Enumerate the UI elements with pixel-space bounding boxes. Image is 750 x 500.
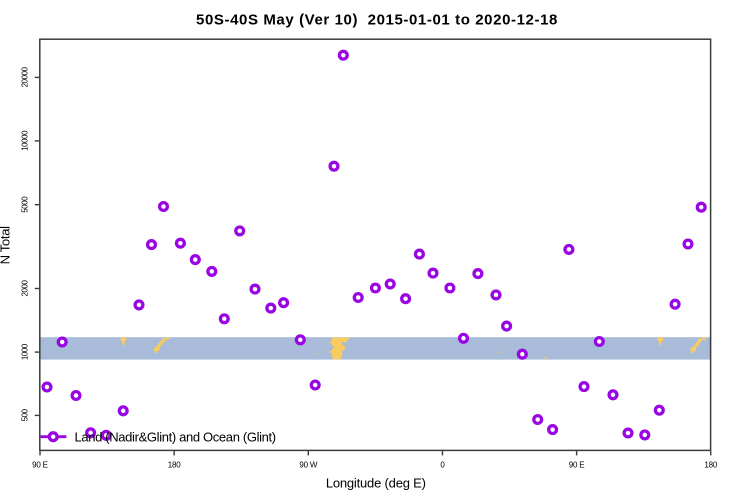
svg-text:500: 500 (20, 408, 29, 421)
svg-text:10000: 10000 (20, 130, 29, 151)
svg-text:90 E: 90 E (32, 461, 48, 470)
svg-text:5000: 5000 (20, 196, 29, 213)
svg-text:50S-40S May (Ver 10) 2015-01-: 50S-40S May (Ver 10) 2015-01-01 to 2020-… (196, 12, 558, 29)
svg-text:Land (Nadir&Glint) and Ocean (: Land (Nadir&Glint) and Ocean (Glint) (75, 429, 276, 444)
svg-text:90 E: 90 E (569, 461, 585, 470)
svg-text:Longitude (deg E): Longitude (deg E) (326, 475, 426, 490)
svg-text:20000: 20000 (20, 66, 29, 87)
svg-text:N Total: N Total (0, 226, 12, 265)
svg-text:180: 180 (168, 461, 181, 470)
svg-text:0: 0 (440, 461, 445, 470)
svg-text:180: 180 (704, 461, 717, 470)
svg-text:2000: 2000 (20, 280, 29, 297)
svg-text:1000: 1000 (20, 343, 29, 360)
svg-text:90 W: 90 W (299, 461, 318, 470)
